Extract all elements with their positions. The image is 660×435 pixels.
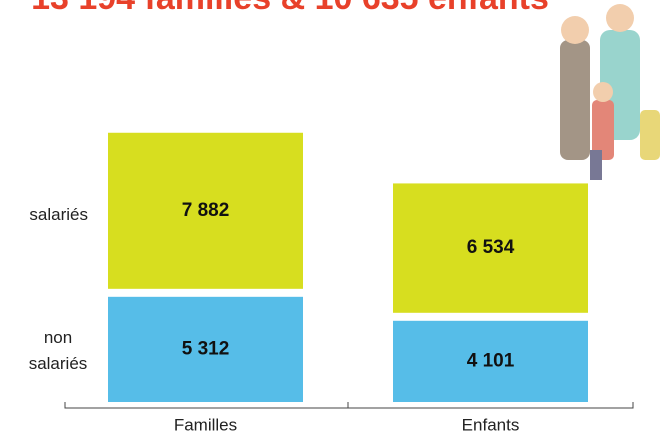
page: 13 194 familles & 10 635 enfants Famille… xyxy=(0,0,660,435)
x-tick-label: Enfants xyxy=(462,415,520,434)
data-label: 5 312 xyxy=(182,338,230,359)
axis xyxy=(65,402,633,408)
legend-label: non salariés xyxy=(18,325,98,377)
x-tick-label: Familles xyxy=(174,415,237,434)
data-label: 6 534 xyxy=(467,237,515,258)
chart-title: 13 194 familles & 10 635 enfants xyxy=(31,0,549,17)
data-label: 4 101 xyxy=(467,350,515,371)
family-illustration xyxy=(560,4,660,180)
legend-label: salariés xyxy=(20,202,88,228)
chart: 13 194 familles & 10 635 enfants Famille… xyxy=(0,0,660,435)
data-label: 7 882 xyxy=(182,200,230,221)
